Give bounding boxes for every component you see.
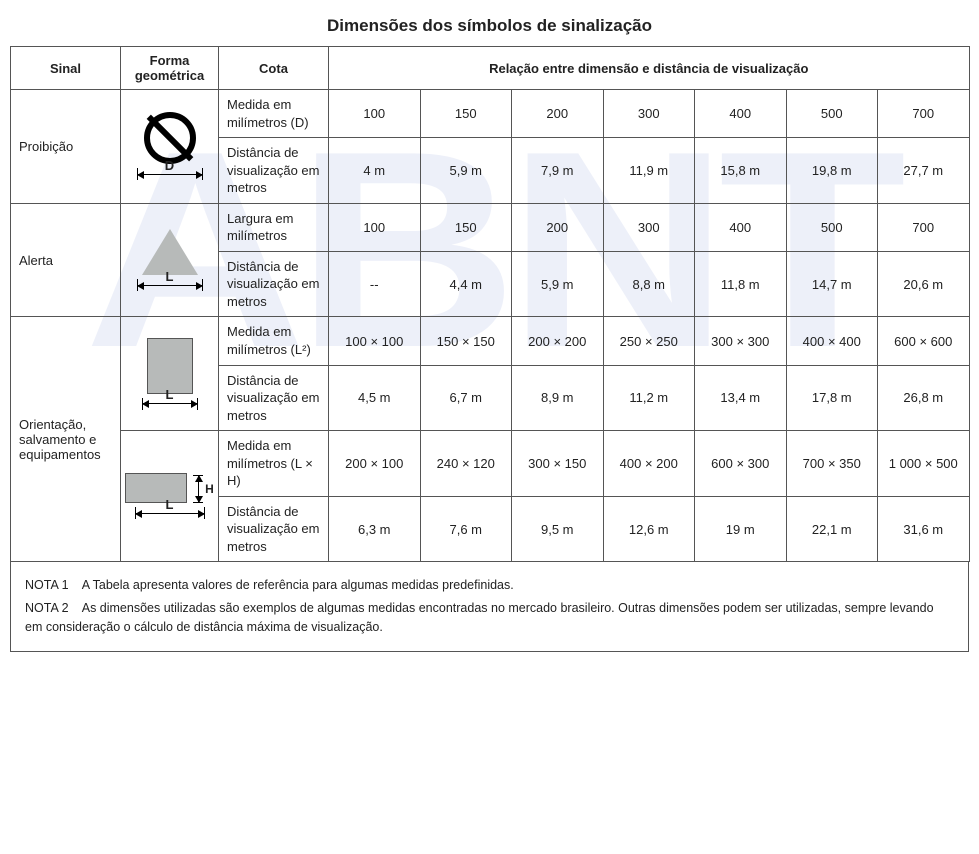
sinal-alerta: Alerta	[11, 203, 121, 317]
cell: 200	[512, 90, 604, 138]
cell: 7,9 m	[512, 138, 604, 204]
nota-2: NOTA 2 As dimensões utilizadas são exemp…	[25, 599, 954, 637]
shape-alerta: L	[121, 203, 219, 317]
sinal-proibicao: Proibição	[11, 90, 121, 204]
cell: 700	[878, 203, 970, 251]
cell: 300	[603, 203, 695, 251]
cell: 100	[329, 90, 421, 138]
shape-square: L	[121, 317, 219, 431]
cell: 500	[786, 203, 878, 251]
nota-2-label: NOTA 2	[25, 601, 69, 615]
cell: 700 × 350	[786, 431, 878, 497]
cell: 150	[420, 203, 512, 251]
dim-label-L: L	[166, 269, 174, 284]
table-row: Proibição D Medida em milímetros (D) 100…	[11, 90, 970, 138]
nota-1-text: A Tabela apresenta valores de referência…	[82, 578, 514, 592]
cota-cell: Medida em milímetros (D)	[219, 90, 329, 138]
table-row: Orientação, salvamento e equipamentos L …	[11, 317, 970, 365]
cell: 14,7 m	[786, 251, 878, 317]
shape-rect: H L	[121, 431, 219, 562]
prohibition-icon	[144, 112, 196, 164]
cell: 4 m	[329, 138, 421, 204]
table-row: Alerta L Largura em milímetros 100 150 2…	[11, 203, 970, 251]
cell: 31,6 m	[878, 496, 970, 562]
cell: 400	[695, 90, 787, 138]
cell: 6,7 m	[420, 365, 512, 431]
cota-cell: Distância de visualização em metros	[219, 251, 329, 317]
cota-cell: Distância de visualização em metros	[219, 365, 329, 431]
cell: 600 × 300	[695, 431, 787, 497]
sinal-orientacao: Orientação, salvamento e equipamentos	[11, 317, 121, 562]
cell: 17,8 m	[786, 365, 878, 431]
nota-2-text: As dimensões utilizadas são exemplos de …	[25, 601, 934, 634]
cell: 13,4 m	[695, 365, 787, 431]
cota-cell: Medida em milímetros (L × H)	[219, 431, 329, 497]
cota-cell: Distância de visualização em metros	[219, 496, 329, 562]
dimensions-table: Sinal Forma geométrica Cota Relação entr…	[10, 46, 970, 562]
cell: 7,6 m	[420, 496, 512, 562]
cell: 200	[512, 203, 604, 251]
cell: 200 × 200	[512, 317, 604, 365]
cota-cell: Largura em milímetros	[219, 203, 329, 251]
cell: 300 × 300	[695, 317, 787, 365]
cell: 5,9 m	[512, 251, 604, 317]
cell: 250 × 250	[603, 317, 695, 365]
table-row: H L Medida em milímetros (L × H) 200 × 1…	[11, 431, 970, 497]
cell: 4,5 m	[329, 365, 421, 431]
cell: 20,6 m	[878, 251, 970, 317]
cell: 4,4 m	[420, 251, 512, 317]
notes-box: NOTA 1 A Tabela apresenta valores de ref…	[10, 562, 969, 651]
cell: 19 m	[695, 496, 787, 562]
cell: 8,9 m	[512, 365, 604, 431]
cell: 200 × 100	[329, 431, 421, 497]
cell: 27,7 m	[878, 138, 970, 204]
cell: 15,8 m	[695, 138, 787, 204]
th-cota: Cota	[219, 47, 329, 90]
cell: 100	[329, 203, 421, 251]
dim-label-D: D	[165, 158, 174, 173]
cell: 400 × 400	[786, 317, 878, 365]
cell: 8,8 m	[603, 251, 695, 317]
cell: 19,8 m	[786, 138, 878, 204]
cell: --	[329, 251, 421, 317]
cota-cell: Medida em milímetros (L²)	[219, 317, 329, 365]
nota-1-label: NOTA 1	[25, 578, 69, 592]
content: Dimensões dos símbolos de sinalização Si…	[10, 16, 969, 652]
cell: 300 × 150	[512, 431, 604, 497]
cell: 600 × 600	[878, 317, 970, 365]
rectangle-icon	[125, 473, 187, 503]
cell: 400 × 200	[603, 431, 695, 497]
cell: 11,9 m	[603, 138, 695, 204]
th-forma: Forma geométrica	[121, 47, 219, 90]
cell: 6,3 m	[329, 496, 421, 562]
cell: 9,5 m	[512, 496, 604, 562]
cell: 400	[695, 203, 787, 251]
cell: 700	[878, 90, 970, 138]
cell: 150	[420, 90, 512, 138]
cell: 240 × 120	[420, 431, 512, 497]
cell: 1 000 × 500	[878, 431, 970, 497]
cell: 100 × 100	[329, 317, 421, 365]
nota-1: NOTA 1 A Tabela apresenta valores de ref…	[25, 576, 954, 595]
dim-label-L: L	[166, 497, 174, 512]
dim-label-H: H	[205, 482, 214, 496]
dim-label-L: L	[166, 387, 174, 402]
page-title: Dimensões dos símbolos de sinalização	[10, 16, 969, 36]
cota-cell: Distância de visualização em metros	[219, 138, 329, 204]
cell: 26,8 m	[878, 365, 970, 431]
th-relacao: Relação entre dimensão e distância de vi…	[329, 47, 970, 90]
th-sinal: Sinal	[11, 47, 121, 90]
shape-proibicao: D	[121, 90, 219, 204]
cell: 5,9 m	[420, 138, 512, 204]
cell: 22,1 m	[786, 496, 878, 562]
cell: 150 × 150	[420, 317, 512, 365]
header-row: Sinal Forma geométrica Cota Relação entr…	[11, 47, 970, 90]
cell: 11,8 m	[695, 251, 787, 317]
square-icon	[147, 338, 193, 394]
cell: 500	[786, 90, 878, 138]
cell: 300	[603, 90, 695, 138]
cell: 12,6 m	[603, 496, 695, 562]
cell: 11,2 m	[603, 365, 695, 431]
